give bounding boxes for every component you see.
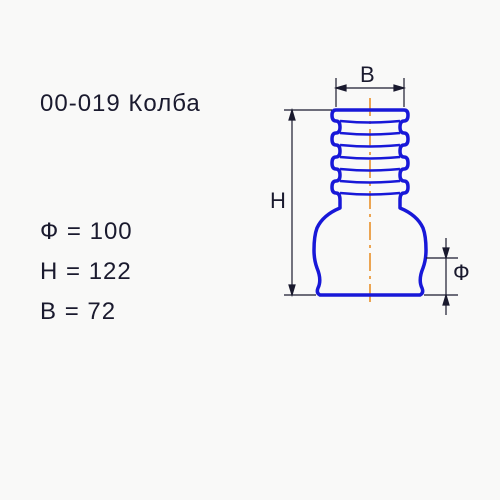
dim-H [284,110,332,295]
param-phi-eq: = [67,218,82,245]
param-phi-label: Ф [40,218,59,245]
part-title: 00-019 Колба [40,90,201,118]
param-b-eq: = [65,298,80,325]
dim-label-H: H [270,188,286,214]
param-h-value: 122 [89,258,132,285]
param-b-value: 72 [87,298,116,325]
param-b: B = 72 [40,298,116,326]
param-phi-value: 100 [90,218,133,245]
param-h: H = 122 [40,258,132,286]
param-b-label: B [40,298,57,325]
dim-label-Phi: Ф [453,260,470,286]
param-h-label: H [40,258,58,285]
dim-label-B: B [360,62,375,88]
param-h-eq: = [66,258,81,285]
technical-drawing: B H Ф [240,60,480,360]
param-phi: Ф = 100 [40,218,133,246]
